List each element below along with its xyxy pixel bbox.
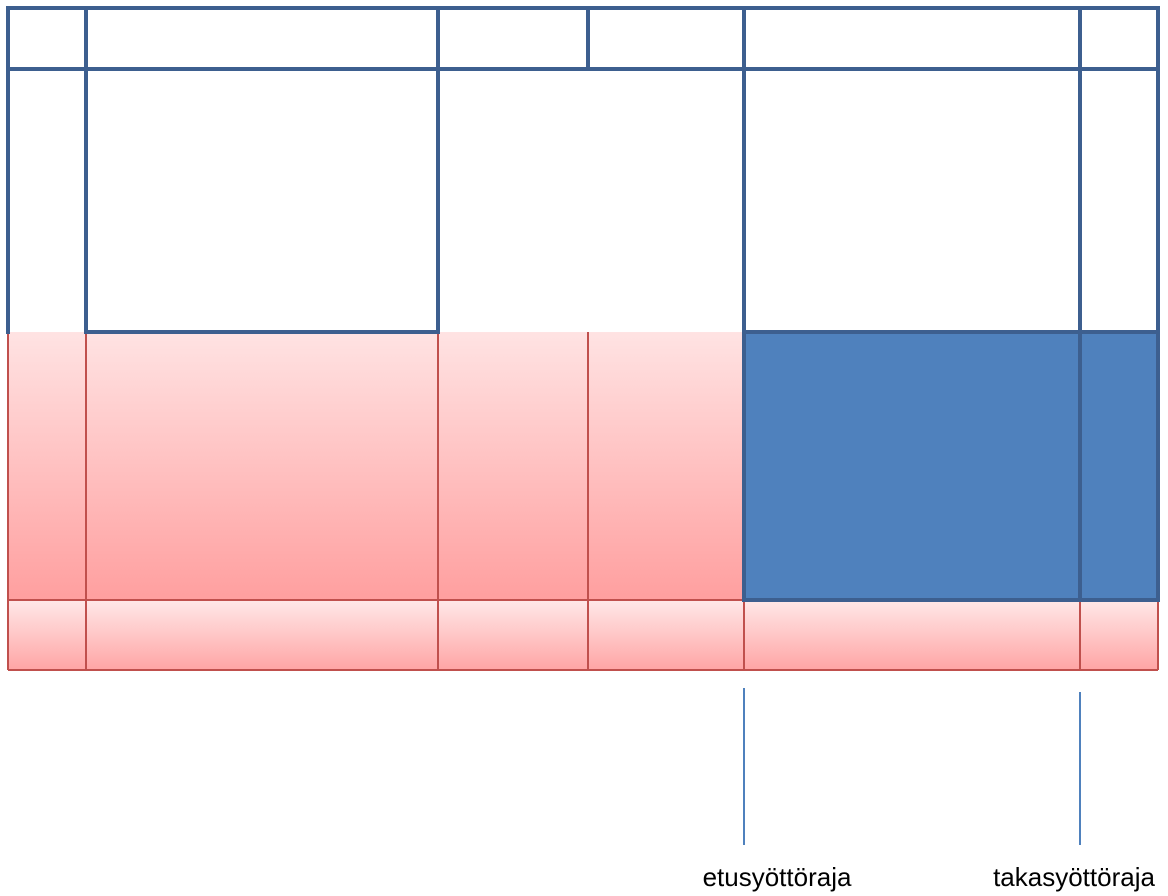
back-boundary-label: takasyöttöraja [993,862,1155,892]
pink-cell-1 [8,332,86,600]
strip-cell-2 [86,600,438,670]
blue-cell-1 [744,332,1080,600]
strip-cell-1 [8,600,86,670]
blue-cell-2 [1080,332,1158,600]
boundary-markers [743,688,1081,845]
strip-cell-4 [588,600,744,670]
pink-cell-3 [438,332,588,600]
court-grid [6,6,1160,602]
pink-strip [8,600,1158,670]
pink-cell-2 [86,332,438,600]
pink-cell-4 [588,332,744,600]
strip-cell-5 [744,600,1080,670]
strip-cell-6 [1080,600,1158,670]
strip-cell-3 [438,600,588,670]
front-boundary-label: etusyöttöraja [703,862,852,892]
pink-zone [8,332,744,600]
blue-zone [744,332,1158,600]
